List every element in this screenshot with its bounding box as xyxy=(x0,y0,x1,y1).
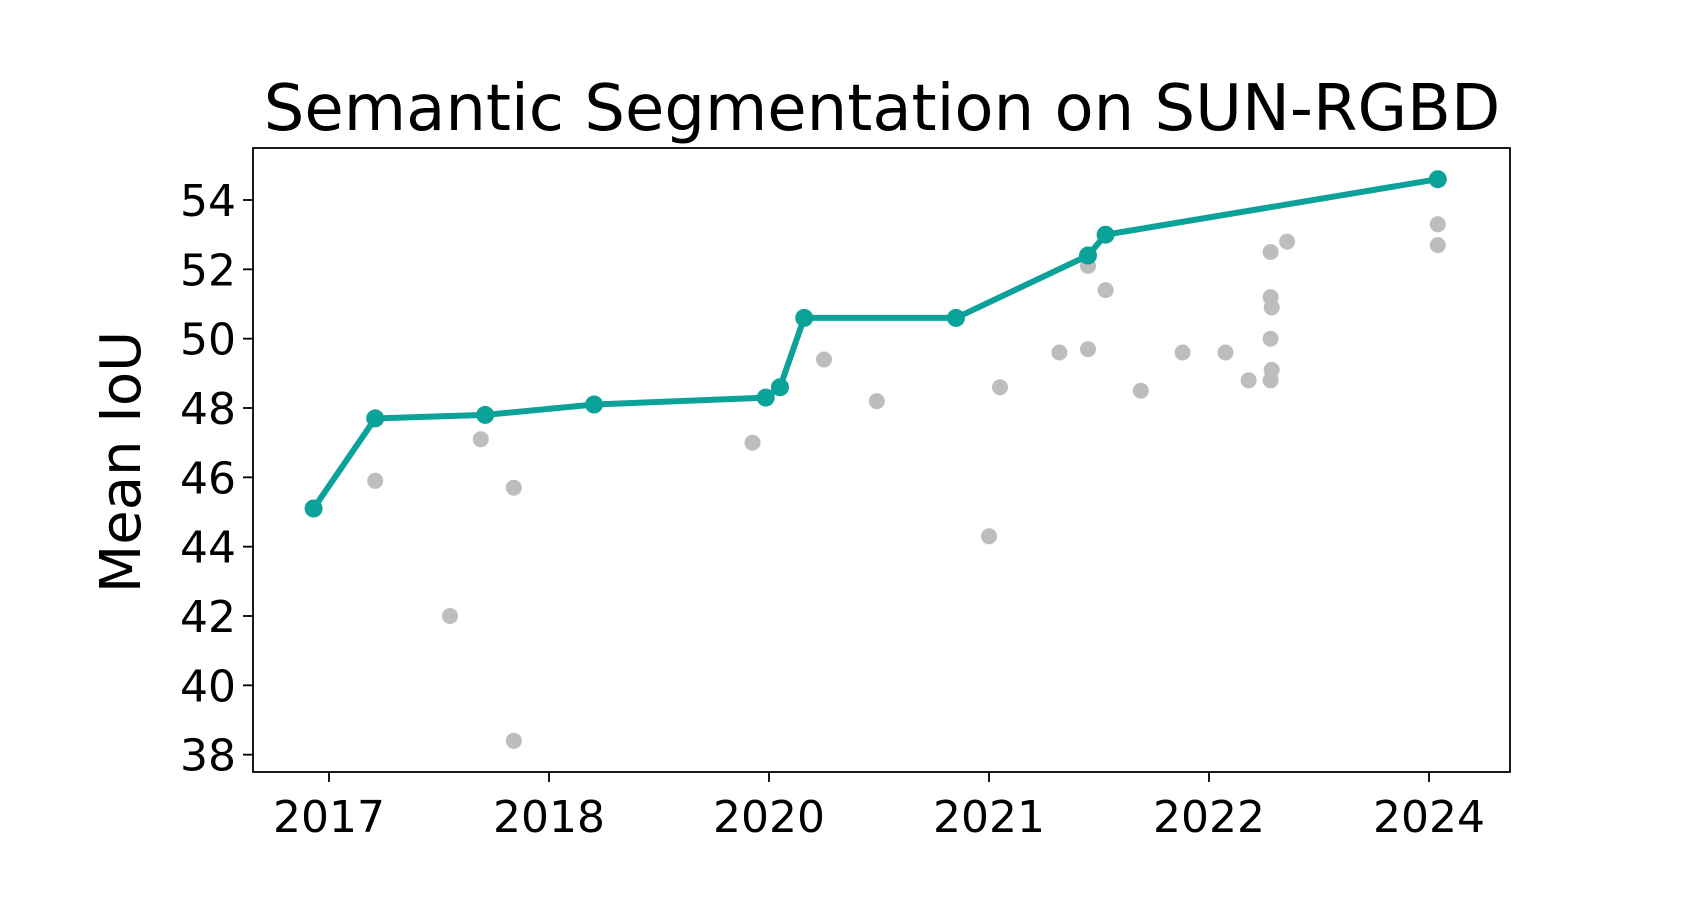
other-point xyxy=(1429,216,1446,233)
sota-point xyxy=(756,388,775,407)
y-tick-label: 54 xyxy=(180,176,236,227)
y-tick-label: 50 xyxy=(180,315,236,366)
x-axis: 2017 2018 2020 2021 2022 2024 xyxy=(273,772,1485,843)
x-tick-label: 2017 xyxy=(273,792,385,843)
chart-title: Semantic Segmentation on SUN-RGBD xyxy=(264,72,1500,146)
sota-point xyxy=(366,409,385,428)
sota-point xyxy=(476,405,495,424)
other-point xyxy=(868,393,885,410)
x-tick-label: 2024 xyxy=(1373,792,1485,843)
sota-point xyxy=(304,499,323,518)
y-tick-label: 46 xyxy=(180,453,236,504)
other-point xyxy=(1097,282,1114,299)
y-tick-label: 52 xyxy=(180,245,236,296)
y-tick-label: 38 xyxy=(180,731,236,782)
sota-point xyxy=(1428,170,1447,189)
y-tick-label: 48 xyxy=(180,384,236,435)
other-point xyxy=(744,434,761,451)
y-tick-label: 44 xyxy=(180,523,236,574)
sota-point xyxy=(1096,225,1115,244)
other-point xyxy=(505,732,522,749)
other-point xyxy=(1429,237,1446,254)
x-tick-label: 2022 xyxy=(1153,792,1265,843)
other-point xyxy=(1217,344,1234,361)
x-tick-label: 2018 xyxy=(493,792,605,843)
other-point xyxy=(472,431,489,448)
other-point xyxy=(442,608,458,624)
x-tick-label: 2021 xyxy=(933,792,1045,843)
other-point xyxy=(1263,299,1280,316)
other-point xyxy=(1132,382,1149,399)
other-point xyxy=(1080,341,1096,358)
sota-point xyxy=(585,395,604,414)
y-axis: 38 40 42 44 46 48 50 52 54 xyxy=(180,176,253,782)
y-tick-label: 42 xyxy=(180,592,236,643)
x-tick-label: 2020 xyxy=(713,792,825,843)
other-point xyxy=(1262,330,1279,347)
other-point xyxy=(1174,344,1191,361)
other-point xyxy=(505,479,522,496)
sota-point xyxy=(771,378,789,397)
sota-point xyxy=(1079,246,1097,265)
sota-point xyxy=(947,308,965,327)
other-point xyxy=(1279,233,1296,250)
plot-area xyxy=(304,170,1447,749)
other-point xyxy=(992,379,1008,396)
other-point xyxy=(367,472,384,489)
other-point xyxy=(1262,244,1279,260)
y-tick-label: 40 xyxy=(180,661,236,712)
y-axis-label: Mean IoU xyxy=(89,331,154,593)
axes-frame xyxy=(252,147,1511,773)
other-point xyxy=(1051,344,1068,361)
other-point xyxy=(1240,372,1257,389)
sota-point xyxy=(795,308,814,327)
other-point xyxy=(816,351,832,368)
other-point xyxy=(1262,372,1279,389)
other-point xyxy=(981,528,997,545)
